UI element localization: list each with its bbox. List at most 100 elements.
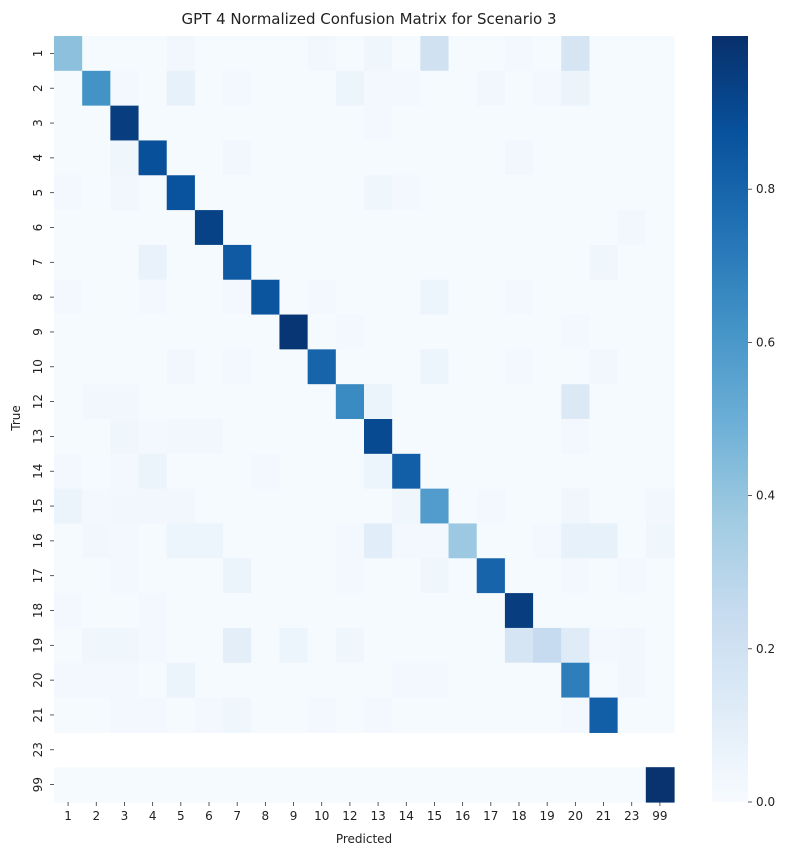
heatmap-cell xyxy=(194,105,224,142)
x-tick-label: 18 xyxy=(511,809,526,823)
heatmap-cell xyxy=(476,558,506,594)
heatmap-cell xyxy=(223,767,252,803)
heatmap-cell xyxy=(364,662,393,699)
heatmap-cell xyxy=(645,523,675,559)
heatmap-cell xyxy=(82,140,111,176)
heatmap-cell xyxy=(504,662,534,699)
heatmap-cell xyxy=(223,523,252,559)
heatmap-cell xyxy=(504,279,534,316)
heatmap-cell xyxy=(335,36,365,72)
heatmap-cell xyxy=(504,767,534,803)
heatmap-cell xyxy=(617,419,647,455)
heatmap-cell xyxy=(504,593,534,629)
heatmap-cell xyxy=(589,36,619,72)
heatmap-cell xyxy=(110,140,140,176)
heatmap-cell xyxy=(533,593,562,629)
y-axis-label: True xyxy=(9,405,23,432)
heatmap-cell xyxy=(476,453,506,490)
heatmap-cell xyxy=(561,419,591,455)
heatmap-cell xyxy=(476,627,506,664)
y-tick-label: 19 xyxy=(31,638,45,653)
heatmap-cell xyxy=(307,627,337,664)
heatmap-cell xyxy=(364,488,393,525)
heatmap-cell xyxy=(251,593,281,629)
heatmap-cell xyxy=(110,627,140,664)
heatmap-cell xyxy=(138,105,168,142)
y-tick-label: 18 xyxy=(31,603,45,618)
heatmap-cell xyxy=(561,384,591,420)
heatmap-cell xyxy=(589,662,619,699)
heatmap-cell xyxy=(533,419,562,455)
heatmap-cell xyxy=(194,314,224,350)
heatmap-cell xyxy=(335,140,365,176)
heatmap-cell xyxy=(166,662,196,699)
y-tick-label: 1 xyxy=(31,50,45,58)
heatmap-cell xyxy=(223,662,252,699)
heatmap-cell xyxy=(364,697,393,733)
heatmap-cell xyxy=(420,558,450,594)
heatmap-cell xyxy=(504,105,534,142)
heatmap-cell xyxy=(223,175,252,211)
heatmap-cell xyxy=(223,105,252,142)
heatmap-cell xyxy=(589,314,619,350)
heatmap-cell xyxy=(645,767,675,803)
x-tick-label: 14 xyxy=(399,809,414,823)
heatmap-cell xyxy=(335,175,365,211)
heatmap-cell xyxy=(251,244,281,281)
heatmap-cell xyxy=(110,244,140,281)
heatmap-cell xyxy=(307,767,337,803)
heatmap-cell xyxy=(504,349,534,385)
heatmap-cell xyxy=(307,349,337,385)
heatmap-cell xyxy=(533,349,562,385)
heatmap-cell xyxy=(561,767,591,803)
heatmap-cell xyxy=(223,140,252,176)
heatmap-cell xyxy=(392,314,421,350)
heatmap-cell xyxy=(392,244,421,281)
heatmap-cell xyxy=(223,419,252,455)
heatmap-cell xyxy=(82,523,111,559)
heatmap-cell xyxy=(504,314,534,350)
heatmap-cell xyxy=(251,453,281,490)
heatmap-cell xyxy=(476,70,506,107)
heatmap-cell xyxy=(561,488,591,525)
heatmap-cell xyxy=(138,210,168,246)
heatmap-cell xyxy=(476,662,506,699)
heatmap-cell xyxy=(223,453,252,490)
heatmap-cell xyxy=(420,523,450,559)
heatmap-cell xyxy=(420,767,450,803)
heatmap-cell xyxy=(392,175,421,211)
heatmap-cell xyxy=(589,523,619,559)
heatmap-cell xyxy=(251,662,281,699)
heatmap-cell xyxy=(645,175,675,211)
heatmap-cell xyxy=(392,593,421,629)
heatmap-cell xyxy=(138,453,168,490)
heatmap-cell xyxy=(307,384,337,420)
heatmap-cell xyxy=(335,488,365,525)
heatmap-cell xyxy=(307,175,337,211)
heatmap-cell xyxy=(279,627,309,664)
heatmap-cell xyxy=(420,210,450,246)
heatmap-cell xyxy=(617,314,647,350)
x-tick-label: 3 xyxy=(121,809,129,823)
heatmap-cell xyxy=(82,419,111,455)
heatmap-cell xyxy=(392,419,421,455)
y-tick-label: 13 xyxy=(31,429,45,444)
y-tick-label: 99 xyxy=(31,777,45,792)
heatmap-cell xyxy=(364,419,393,455)
heatmap-cell xyxy=(476,419,506,455)
y-tick-label: 14 xyxy=(31,464,45,479)
heatmap-cell xyxy=(392,662,421,699)
heatmap-cell xyxy=(504,419,534,455)
heatmap-cell xyxy=(251,488,281,525)
heatmap-cell xyxy=(166,244,196,281)
heatmap-cell xyxy=(54,523,83,559)
heatmap-cell xyxy=(589,244,619,281)
heatmap-cell xyxy=(617,349,647,385)
heatmap-cell xyxy=(335,627,365,664)
heatmap-cell xyxy=(364,627,393,664)
heatmap-cell xyxy=(82,593,111,629)
heatmap-cell xyxy=(645,453,675,490)
heatmap-cell xyxy=(166,767,196,803)
heatmap-cell xyxy=(392,70,421,107)
heatmap-cell xyxy=(194,419,224,455)
